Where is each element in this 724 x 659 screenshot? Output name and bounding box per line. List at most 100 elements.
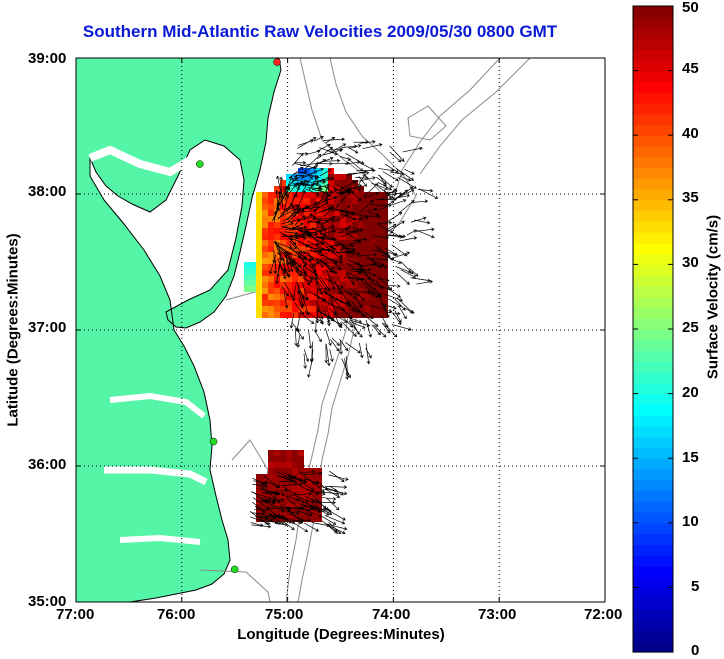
velocity-arrow — [298, 291, 308, 301]
velocity-cell — [370, 312, 376, 318]
velocity-cell — [256, 204, 262, 210]
velocity-arrow — [345, 153, 365, 165]
velocity-arrow — [283, 281, 294, 299]
velocity-arrow — [277, 258, 286, 275]
velocity-arrow — [319, 183, 331, 188]
velocity-cell — [364, 288, 370, 294]
velocity-cell — [346, 234, 352, 240]
velocity-arrow — [400, 261, 414, 275]
velocity-cell — [358, 222, 364, 228]
velocity-cell — [256, 480, 262, 486]
velocity-cell — [262, 192, 268, 198]
velocity-cell — [298, 204, 304, 210]
velocity-cell — [352, 264, 358, 270]
velocity-cell — [304, 288, 310, 294]
velocity-cell — [262, 228, 268, 234]
velocity-cell — [376, 288, 382, 294]
velocity-arrow — [399, 175, 412, 182]
velocity-cell — [316, 492, 322, 498]
velocity-arrow — [387, 234, 404, 239]
x-tick-label: 73:00 — [478, 606, 517, 623]
velocity-cell — [286, 510, 292, 516]
velocity-arrow — [309, 507, 322, 514]
velocity-arrow — [377, 181, 393, 191]
velocity-cell — [352, 288, 358, 294]
velocity-arrow — [293, 170, 308, 174]
velocity-cell — [256, 210, 262, 216]
velocity-arrow — [341, 358, 352, 379]
colorbar-tick-label: 0 — [691, 642, 700, 659]
velocity-arrow — [339, 244, 355, 251]
velocity-cell — [280, 234, 286, 240]
velocity-cell — [280, 498, 286, 504]
velocity-cell — [298, 282, 304, 288]
velocity-cell — [298, 192, 304, 198]
velocity-arrow — [289, 241, 297, 250]
velocity-cell — [286, 306, 292, 312]
colorbar-swatch — [633, 49, 673, 61]
velocity-cell — [304, 258, 310, 264]
velocity-cell — [316, 510, 322, 516]
velocity-cell — [262, 246, 268, 252]
velocity-cell — [364, 216, 370, 222]
velocity-arrow — [316, 143, 331, 152]
velocity-cell — [364, 258, 370, 264]
velocity-cell — [298, 258, 304, 264]
velocity-cell — [268, 210, 274, 216]
velocity-cell — [376, 300, 382, 306]
velocity-cell — [292, 270, 298, 276]
velocity-arrow — [360, 279, 374, 296]
velocity-arrow — [348, 320, 363, 338]
velocity-arrow — [295, 311, 302, 332]
velocity-arrow — [289, 222, 304, 231]
velocity-arrow — [300, 505, 315, 509]
velocity-arrow — [384, 163, 399, 173]
velocity-cell — [262, 504, 268, 510]
velocity-cell — [334, 210, 340, 216]
velocity-arrow — [358, 252, 377, 257]
velocity-arrow — [331, 337, 340, 346]
velocity-arrow — [323, 158, 341, 163]
velocity-cell — [298, 486, 304, 492]
velocity-arrow — [317, 508, 330, 516]
colorbar-swatch — [633, 512, 673, 524]
velocity-cell — [364, 276, 370, 282]
velocity-cell — [328, 234, 334, 240]
velocity-cell — [364, 204, 370, 210]
velocity-cell — [322, 234, 328, 240]
velocity-arrow — [317, 310, 335, 321]
velocity-arrow — [378, 278, 390, 283]
colorbar-swatch — [633, 598, 673, 610]
velocity-cell — [304, 240, 310, 246]
velocity-cell — [262, 474, 268, 480]
velocity-arrow — [314, 277, 323, 296]
velocity-arrow — [308, 264, 317, 273]
velocity-cell — [322, 240, 328, 246]
velocity-arrow — [343, 184, 363, 192]
velocity-cell — [262, 216, 268, 222]
velocity-cell — [286, 174, 292, 180]
velocity-arrow — [367, 207, 378, 212]
velocity-arrow — [293, 182, 306, 188]
station-marker — [196, 160, 204, 168]
velocity-cell — [298, 474, 304, 480]
velocity-arrow — [348, 144, 362, 149]
velocity-cell — [334, 234, 340, 240]
velocity-cell — [340, 192, 346, 198]
velocity-arrow — [356, 213, 369, 219]
velocity-arrow — [281, 222, 294, 229]
velocity-arrow — [351, 301, 365, 317]
velocity-cell — [358, 210, 364, 216]
velocity-cell — [286, 192, 292, 198]
velocity-cell — [292, 504, 298, 510]
velocity-cell — [274, 258, 280, 264]
velocity-cell — [316, 168, 322, 174]
velocity-cell — [304, 168, 310, 174]
velocity-cell — [334, 252, 340, 258]
velocity-cell — [334, 294, 340, 300]
velocity-cell — [274, 456, 280, 462]
velocity-arrow — [305, 509, 323, 518]
velocity-arrow — [324, 245, 343, 260]
velocity-cell — [346, 276, 352, 282]
velocity-arrow — [330, 338, 340, 352]
